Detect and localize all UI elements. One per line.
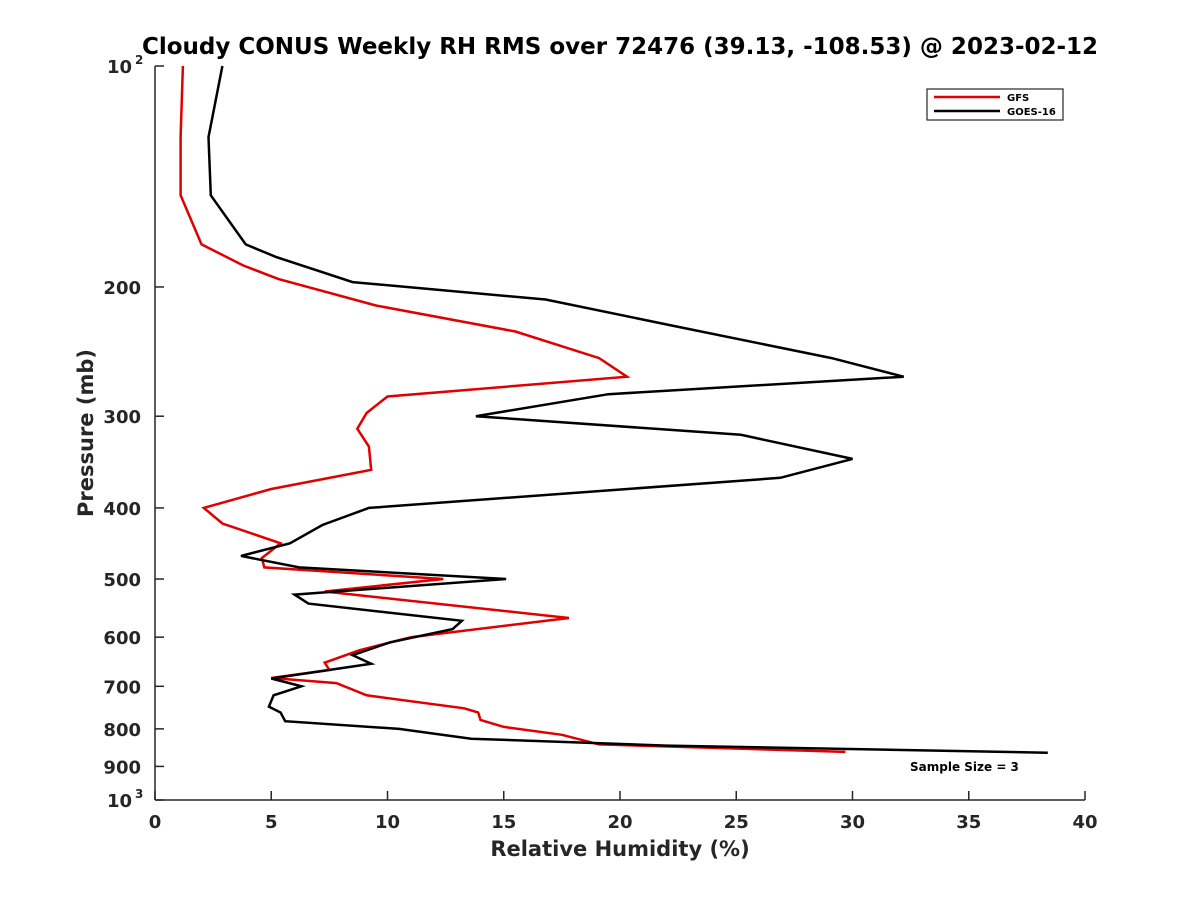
y-tick-exponent: 2 xyxy=(135,53,143,67)
y-tick-label: 500 xyxy=(103,570,141,591)
y-tick-exponent: 3 xyxy=(135,787,143,801)
x-tick-label: 10 xyxy=(375,812,400,833)
x-tick-label: 15 xyxy=(491,812,516,833)
legend-label-gfs: GFS xyxy=(1007,93,1029,104)
x-axis-label: Relative Humidity (%) xyxy=(490,837,749,861)
x-tick-label: 5 xyxy=(265,812,278,833)
x-ticks: 0 5 10 15 20 25 30 35 40 xyxy=(149,791,1098,833)
x-tick-label: 25 xyxy=(724,812,749,833)
x-tick-label: 35 xyxy=(956,812,981,833)
legend: GFS GOES-16 xyxy=(926,88,1064,121)
y-tick-label: 600 xyxy=(103,628,141,649)
y-tick-label: 10 xyxy=(107,791,132,812)
y-tick-label: 200 xyxy=(103,278,141,299)
legend-box xyxy=(926,88,1064,121)
x-tick-label: 40 xyxy=(1072,812,1097,833)
x-tick-label: 30 xyxy=(840,812,865,833)
y-tick-label: 10 xyxy=(107,57,132,78)
series-line-goes16 xyxy=(207,65,1048,754)
y-tick-label: 400 xyxy=(103,499,141,520)
legend-label-goes16: GOES-16 xyxy=(1007,107,1056,118)
x-tick-label: 0 xyxy=(149,812,162,833)
series-line-gfs xyxy=(179,65,846,754)
y-axis-label: Pressure (mb) xyxy=(74,349,98,517)
y-tick-label: 800 xyxy=(103,720,141,741)
sample-size-annotation: Sample Size = 3 xyxy=(910,760,1019,774)
chart-title: Cloudy CONUS Weekly RH RMS over 72476 (3… xyxy=(142,34,1098,60)
y-tick-label: 900 xyxy=(103,757,141,778)
series-layer xyxy=(179,65,1048,754)
plot-area xyxy=(154,66,1085,801)
x-tick-label: 20 xyxy=(607,812,632,833)
y-tick-label: 300 xyxy=(103,407,141,428)
y-tick-label: 700 xyxy=(103,677,141,698)
